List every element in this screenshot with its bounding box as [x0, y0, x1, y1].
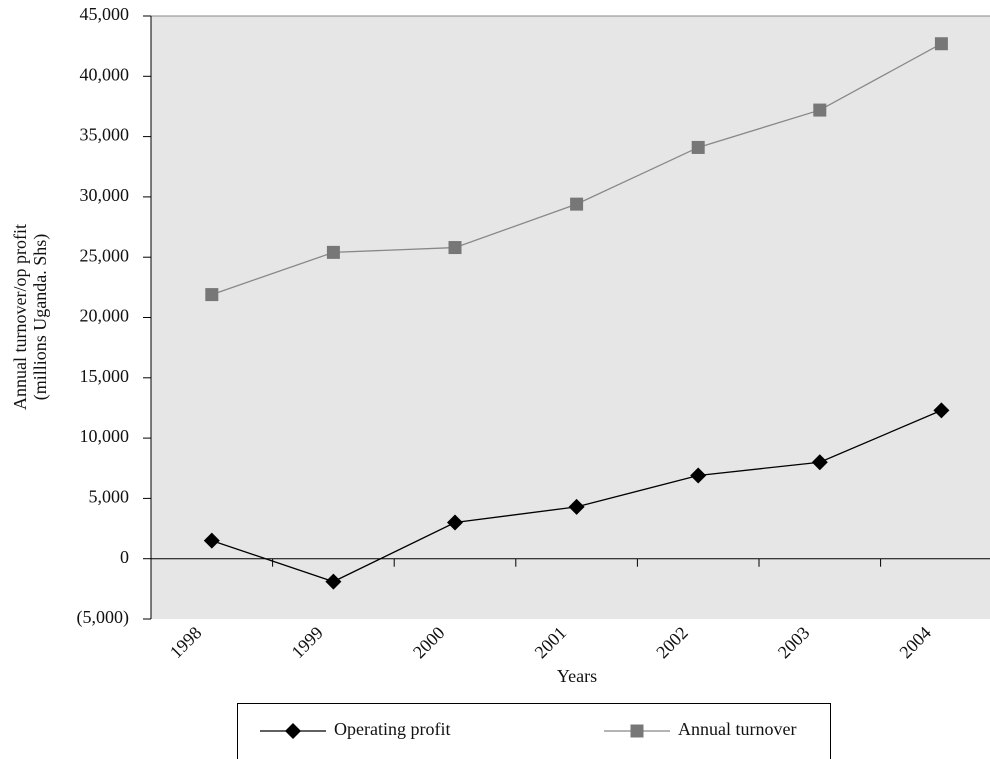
marker	[691, 140, 705, 154]
y-tick-label: 35,000	[80, 125, 130, 145]
x-tick-label: 2000	[409, 623, 449, 663]
marker	[568, 498, 585, 515]
x-tick-label: 1999	[287, 623, 327, 663]
marker	[447, 514, 463, 531]
y-tick-label: 10,000	[80, 426, 130, 446]
marker	[203, 532, 220, 549]
marker	[690, 467, 707, 484]
x-tick-label: 2003	[774, 623, 814, 663]
y-axis-label: (millions Uganda. Shs)	[30, 234, 51, 401]
y-tick-label: 30,000	[80, 185, 130, 205]
x-axis-label: Years	[557, 666, 597, 686]
marker	[630, 724, 644, 738]
y-tick-label: 5,000	[89, 487, 130, 507]
marker	[325, 573, 342, 590]
y-tick-label: 40,000	[80, 64, 130, 84]
y-tick-label: 15,000	[80, 366, 130, 386]
marker	[326, 245, 340, 259]
y-axis-label: Annual turnover/op profit	[10, 224, 30, 410]
y-tick-label: 20,000	[80, 306, 130, 326]
marker	[933, 402, 950, 419]
marker	[570, 197, 584, 211]
x-tick-label: 1998	[166, 623, 206, 663]
y-tick-label: 25,000	[80, 245, 130, 265]
marker	[205, 288, 219, 302]
marker	[813, 103, 827, 117]
x-tick-label: 2001	[531, 623, 571, 663]
marker	[448, 241, 462, 255]
y-tick-label: (5,000)	[77, 607, 130, 628]
legend-label: Annual turnover	[678, 719, 796, 739]
marker	[934, 37, 948, 51]
y-tick-label: 0	[120, 547, 129, 567]
marker	[285, 723, 301, 739]
marker	[811, 454, 828, 471]
legend-box	[237, 703, 831, 759]
plot-area	[151, 16, 990, 619]
y-tick-label: 45,000	[80, 4, 130, 24]
x-tick-label: 2004	[895, 623, 935, 663]
x-tick-label: 2002	[652, 623, 692, 663]
legend-label: Operating profit	[334, 719, 450, 739]
